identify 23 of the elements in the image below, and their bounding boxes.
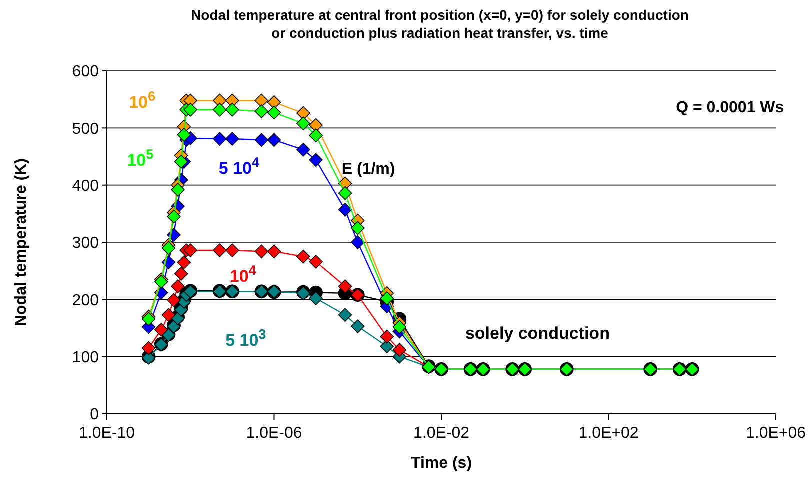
series-label: 5 10$^{4}$ xyxy=(218,154,260,178)
y-tick-label: 100 xyxy=(72,349,100,366)
series-label: solely conduction xyxy=(465,324,610,343)
y-tick-label: 200 xyxy=(72,292,100,310)
y-tick-label: 0 xyxy=(90,406,100,424)
x-tick-label: 1.0E-02 xyxy=(413,425,470,442)
x-tick-label: 1.0E-06 xyxy=(246,425,302,442)
y-tick-label: 300 xyxy=(72,235,100,252)
series-label: 10$^{5}$ xyxy=(127,146,154,170)
x-tick-label: 1.0E-10 xyxy=(78,425,136,442)
y-tick-label: 500 xyxy=(72,120,100,138)
x-tick-label: 1.0E+06 xyxy=(746,425,806,442)
chart-title: Nodal temperature at central front position (x=0, y=0) for solely conduction or conduction plus radiation heat transfer, vs. time xyxy=(191,7,689,41)
y-axis-title: Nodal temperature (K) xyxy=(13,158,30,327)
series-label: 10$^{6}$ xyxy=(129,88,156,112)
series-label: 10$^{4}$ xyxy=(230,262,257,286)
x-axis-title: Time (s) xyxy=(410,455,472,472)
x-tick-label: 1.0E+02 xyxy=(578,425,639,442)
y-tick-label: 600 xyxy=(72,64,100,81)
annotation: Q = 0.0001 Ws xyxy=(676,100,784,117)
annotation: E (1/m) xyxy=(342,160,396,178)
y-tick-label: 400 xyxy=(72,178,100,195)
series-label: 5 10$^{3}$ xyxy=(226,326,267,350)
